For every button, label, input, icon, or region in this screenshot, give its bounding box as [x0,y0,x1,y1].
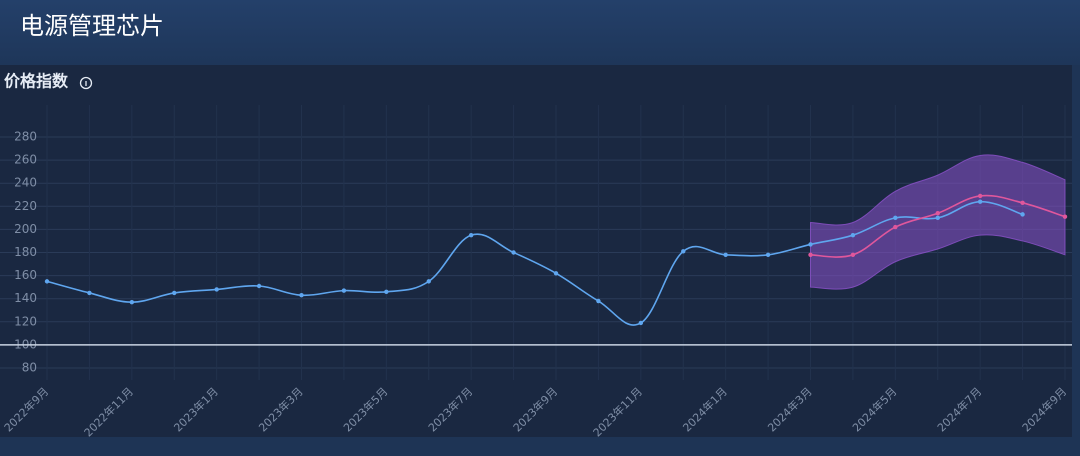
point [341,288,347,293]
point [808,252,813,258]
point [977,199,983,204]
point [87,290,92,296]
point [765,252,771,258]
point [511,250,516,255]
point [256,283,262,289]
y-tick-label: 140 [14,291,37,305]
point [1062,214,1068,219]
point [214,287,219,292]
y-tick-label: 260 [14,153,37,167]
point [384,289,389,294]
y-tick-label: 180 [14,245,37,259]
point [850,252,856,258]
point [596,298,601,304]
point [1020,212,1025,217]
info-icon[interactable] [79,76,93,90]
y-tick-label: 280 [14,130,37,144]
point [977,193,983,199]
point [808,242,813,247]
y-tick-label: 200 [14,222,37,236]
point [468,232,474,238]
header-bg [0,0,1080,65]
y-tick-label: 120 [14,314,37,328]
point [850,232,856,238]
point [553,271,559,276]
point [723,252,728,258]
point [426,279,431,284]
y-tick-label: 160 [14,268,37,282]
y-tick-label: 80 [22,361,37,375]
point [44,279,50,284]
chart-title: 价格指数 [4,72,69,91]
point [129,299,135,305]
point [638,320,644,326]
point [299,293,304,298]
point [935,215,940,221]
y-tick-label: 220 [14,199,37,213]
point [1020,200,1025,206]
point [893,215,898,221]
y-tick-label: 240 [14,176,37,190]
point [681,249,686,254]
point [172,290,177,296]
point [893,224,898,230]
point [935,211,940,216]
forecast-band [810,154,1066,290]
page-title: 电源管理芯片 [20,12,164,40]
